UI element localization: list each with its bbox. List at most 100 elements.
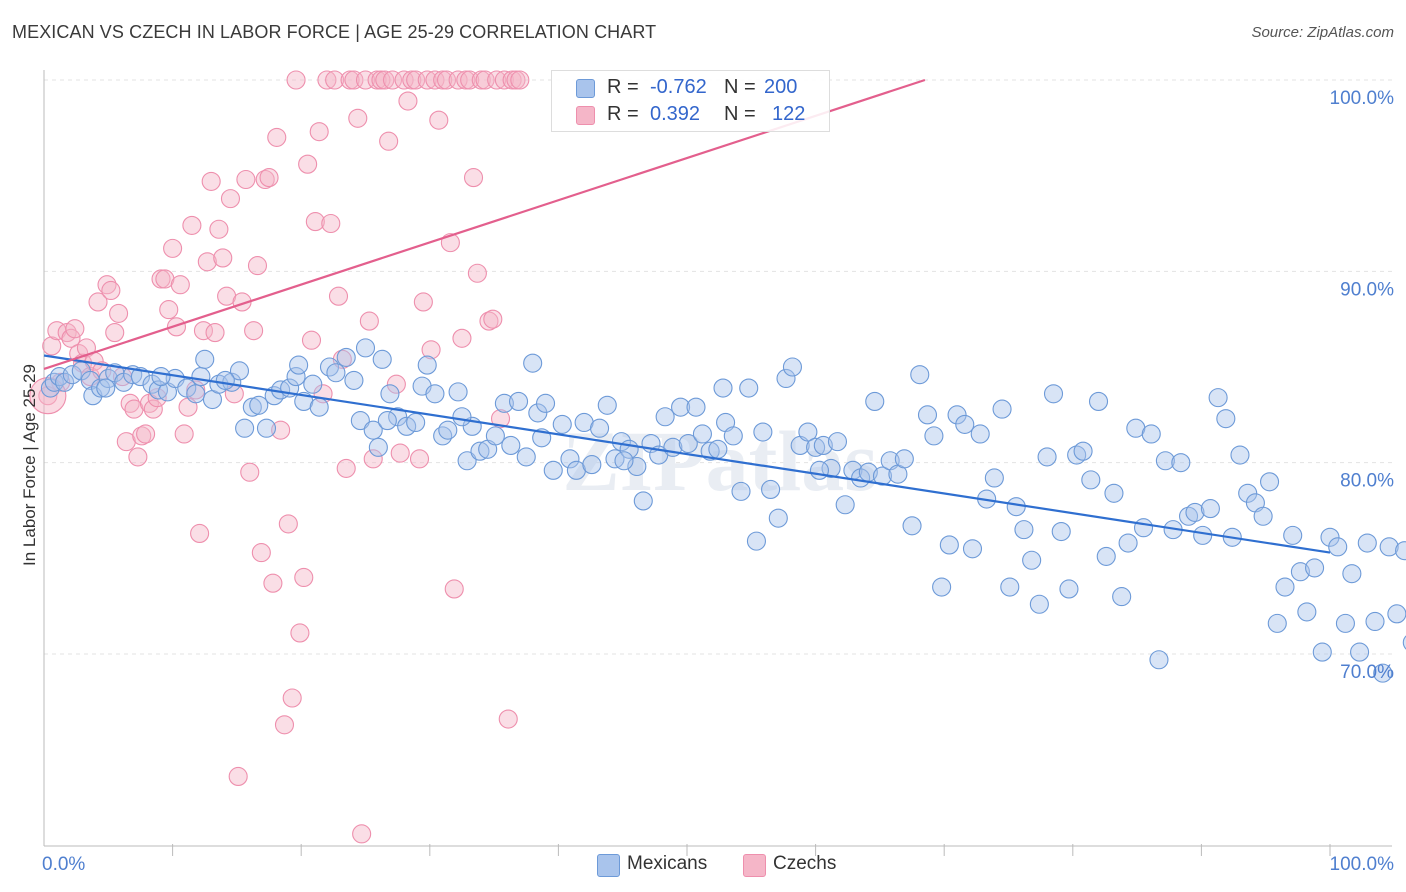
mexicans-point xyxy=(1297,602,1317,622)
legend-n-label: N = xyxy=(724,76,756,98)
mexicans-point xyxy=(655,407,675,427)
czechs-point xyxy=(460,70,480,90)
czechs-point xyxy=(325,70,345,90)
mexicans-point xyxy=(700,441,720,461)
czechs-point xyxy=(247,256,268,276)
mexicans-point xyxy=(910,365,930,385)
czechs-point xyxy=(382,70,403,90)
mexicans-point xyxy=(1133,518,1154,538)
mexicans-point xyxy=(256,418,277,438)
mexicans-point xyxy=(782,357,803,377)
mexicans-point xyxy=(186,384,206,404)
mexicans-legend-label: Mexicans xyxy=(627,853,708,874)
czechs-point xyxy=(309,122,329,142)
y-tick-label: 70.0% xyxy=(1340,662,1394,683)
mexicans-point xyxy=(535,393,556,413)
mexicans-point xyxy=(1185,502,1205,522)
czechs-point xyxy=(475,70,495,90)
czechs-point xyxy=(105,323,125,343)
czechs-point xyxy=(301,330,322,350)
mexicans-point xyxy=(438,420,458,440)
czechs-point xyxy=(143,399,163,419)
czechs-point xyxy=(182,215,202,235)
mexicans-point xyxy=(835,495,855,515)
mexicans-point xyxy=(1328,537,1348,557)
czechs-point xyxy=(394,70,414,90)
czechs-point xyxy=(375,70,395,90)
mexicans-point xyxy=(1253,506,1273,526)
mexicans-point xyxy=(1238,483,1258,503)
czechs-point xyxy=(321,213,341,234)
mexicans-point xyxy=(798,422,818,442)
grid-lines xyxy=(44,79,1392,655)
mexicans-point xyxy=(377,411,397,431)
y-tick-label: 90.0% xyxy=(1340,279,1394,300)
mexicans-point xyxy=(380,384,400,404)
mexicans-point xyxy=(582,455,602,475)
mexicans-point xyxy=(452,407,472,427)
mexicans-point xyxy=(96,378,116,398)
czechs-point xyxy=(490,409,511,429)
czechs-legend-swatch xyxy=(743,854,766,877)
czechs-point xyxy=(448,70,468,90)
czechs-point xyxy=(398,91,418,111)
mexicans-point xyxy=(350,411,370,431)
mexicans-point xyxy=(597,395,617,415)
mexicans-point xyxy=(761,479,781,500)
mexicans-point xyxy=(1155,451,1175,471)
mexicans-point xyxy=(1387,604,1406,624)
mexicans-point xyxy=(326,363,346,383)
mexicans-point xyxy=(827,432,848,452)
mexicans-point xyxy=(686,397,706,417)
mexicans-point xyxy=(1193,525,1213,545)
mexicans-point xyxy=(739,378,759,398)
mexicans-point xyxy=(235,418,255,438)
mexicans-point xyxy=(768,508,788,528)
mexicans-point xyxy=(1230,445,1250,465)
czechs-point xyxy=(274,715,295,735)
mexicans-point xyxy=(151,367,171,387)
mexicans-point xyxy=(501,435,521,455)
mexicans-point xyxy=(1096,546,1116,566)
czechs-point xyxy=(494,70,514,90)
mexicans-point xyxy=(457,451,477,471)
czechs-point xyxy=(487,70,507,90)
chart-title: MEXICAN VS CZECH IN LABOR FORCE | AGE 25… xyxy=(12,22,657,42)
czechs-point xyxy=(271,420,291,440)
mexicans-point xyxy=(962,539,983,559)
mexicans-point xyxy=(590,418,610,438)
mexicans-point xyxy=(1275,577,1295,597)
czechs-point xyxy=(305,212,325,232)
czechs-point xyxy=(259,168,279,188)
mexicans-point xyxy=(633,491,653,511)
czechs-point xyxy=(136,424,156,444)
mexicans-point xyxy=(1029,594,1049,614)
mexicans-point xyxy=(1402,635,1406,650)
czechs-point xyxy=(429,110,449,130)
czechs-point xyxy=(61,328,81,348)
axes xyxy=(43,70,1392,856)
czechs-point xyxy=(355,70,376,90)
czechs-point xyxy=(294,567,314,588)
mexicans-point xyxy=(242,397,262,417)
legend-r-value: -0.762 xyxy=(650,76,707,98)
mexicans-point xyxy=(1081,470,1101,490)
source-label: Source: ZipAtlas.com xyxy=(1251,24,1394,41)
mexicans-point xyxy=(1320,527,1340,547)
legend-n-label: N = xyxy=(724,103,756,125)
mexicans-point xyxy=(191,367,211,387)
czechs-point xyxy=(386,374,406,394)
czechs-point xyxy=(278,514,298,534)
mexicans-point xyxy=(1088,391,1109,411)
mexicans-point xyxy=(355,338,376,358)
czechs-point xyxy=(174,424,194,444)
czechs-point xyxy=(170,275,190,295)
mexicans-point xyxy=(1283,525,1303,545)
mexicans-point xyxy=(746,531,766,551)
czechs-point xyxy=(498,709,518,729)
mexicans-point xyxy=(1118,533,1138,553)
mexicans-point xyxy=(708,439,728,459)
czechs-point xyxy=(348,108,368,128)
czechs-point xyxy=(128,447,148,467)
mexicans-points xyxy=(40,338,1406,683)
